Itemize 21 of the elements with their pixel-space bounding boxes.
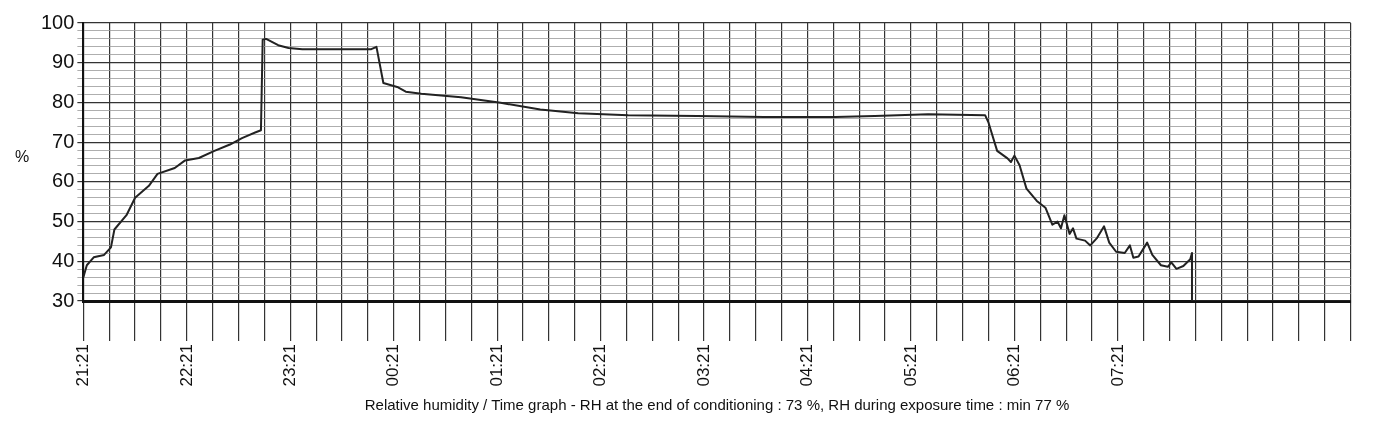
y-tick-label: 80 (52, 89, 75, 112)
x-axis-title: Relative humidity / Time graph - RH at the end of conditioning : 73 %, RH during exposure time : min 77 % (364, 396, 1070, 414)
y-tick-label: 90 (52, 50, 75, 73)
x-tick-label: 07:21 (1107, 344, 1127, 387)
x-tick-label: 23:21 (279, 344, 299, 387)
y-tick-label: 100 (40, 10, 75, 33)
x-tick-label: 04:21 (797, 344, 817, 387)
y-tick-label: 40 (52, 248, 75, 271)
x-tick-label: 22:21 (176, 344, 196, 387)
y-axis-title: % (14, 148, 30, 166)
x-tick-label: 21:21 (73, 344, 93, 387)
x-tick-label: 06:21 (1004, 344, 1024, 387)
x-tick-label: 02:21 (590, 344, 610, 387)
y-tick-label: 60 (52, 169, 75, 192)
y-tick-label: 70 (52, 129, 75, 152)
y-tick-label: 50 (52, 209, 75, 232)
x-tick-label: 03:21 (693, 344, 713, 387)
x-tick-label: 05:21 (900, 344, 920, 387)
x-tick-label: 01:21 (486, 344, 506, 387)
y-tick-label: 30 (52, 288, 75, 311)
x-tick-label: 00:21 (383, 344, 403, 387)
